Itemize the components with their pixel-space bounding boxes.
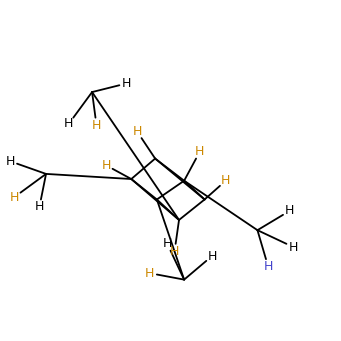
Text: H: H (163, 237, 172, 250)
Text: H: H (285, 205, 294, 218)
Text: H: H (195, 146, 204, 159)
Text: H: H (263, 260, 273, 273)
Text: H: H (64, 117, 74, 130)
Text: H: H (170, 245, 179, 258)
Text: H: H (35, 201, 44, 213)
Text: H: H (145, 267, 154, 280)
Text: H: H (133, 125, 142, 138)
Text: H: H (122, 77, 131, 90)
Text: H: H (92, 119, 101, 132)
Text: H: H (101, 159, 110, 172)
Text: H: H (5, 155, 15, 168)
Text: H: H (10, 191, 19, 204)
Text: H: H (288, 240, 298, 253)
Text: H: H (221, 174, 230, 187)
Text: H: H (207, 250, 217, 263)
